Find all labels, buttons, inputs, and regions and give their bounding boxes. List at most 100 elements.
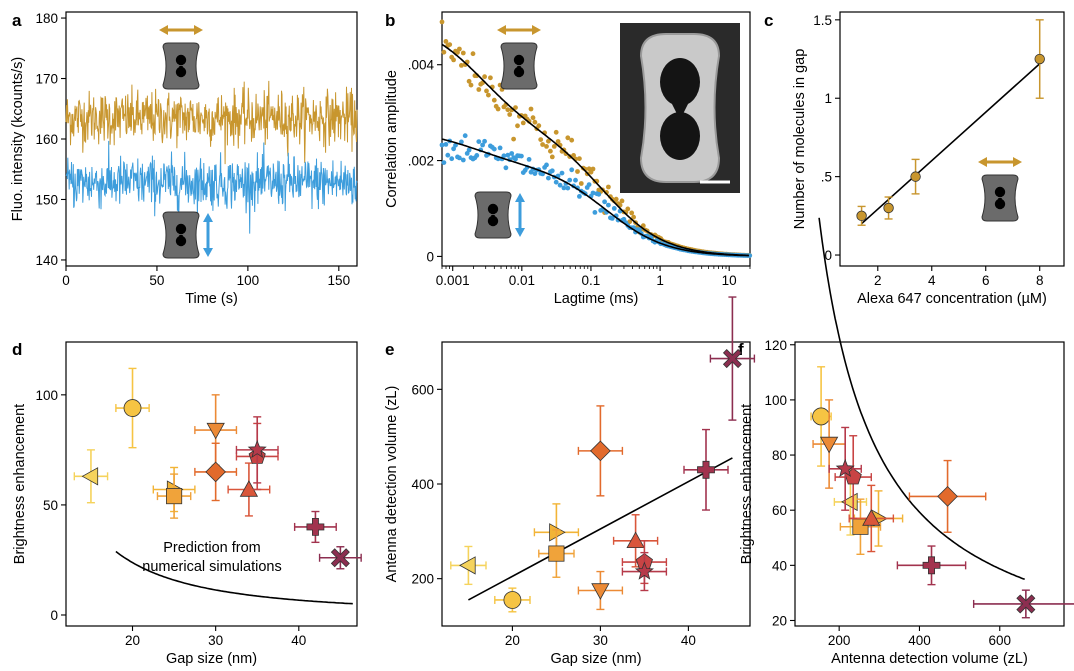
y-tick-label: .5 <box>821 170 832 185</box>
x-tick-label: 4 <box>928 273 936 288</box>
correlation-point <box>445 152 451 158</box>
correlation-point <box>627 219 633 225</box>
data-point <box>883 196 894 220</box>
aperture-gap <box>998 198 1002 200</box>
correlation-point <box>486 92 491 98</box>
correlation-point <box>590 190 596 196</box>
panel-b-axes: 0.001 0.01 0.1 1 10 0 .002 .004 Lagtime (ms) Corr… <box>384 11 751 307</box>
correlation-point <box>567 177 573 183</box>
x-tick-label: 6 <box>982 273 990 288</box>
y-axis-label: Brightness enhancement <box>739 404 755 564</box>
data-marker <box>697 460 715 479</box>
y-tick-label: 20 <box>772 613 787 628</box>
data-marker <box>835 458 855 478</box>
x-tick-label: 150 <box>328 273 351 288</box>
data-marker <box>910 171 921 182</box>
correlation-point <box>443 39 449 44</box>
correlation-point <box>507 112 513 117</box>
correlation-fit-line <box>441 43 749 257</box>
x-tick-label: 10 <box>722 273 737 288</box>
data-point <box>115 367 150 449</box>
aperture-bottom <box>994 198 1006 210</box>
correlation-point <box>577 156 582 162</box>
data-marker <box>247 439 267 459</box>
x-tick-label: 40 <box>291 633 306 648</box>
x-tick-label: 0.001 <box>436 273 470 288</box>
intensity-trace <box>65 80 358 165</box>
data-point <box>293 510 337 544</box>
aperture-bottom <box>513 66 525 78</box>
data-point <box>834 435 872 520</box>
panel-c-axes: 2 4 6 8 0 .5 1 1.5 Alexa 647 concentration (µM) N… <box>792 11 1065 307</box>
x-tick-label: 600 <box>988 633 1011 648</box>
correlation-point <box>449 156 455 162</box>
polarization-arrow-head <box>1013 157 1022 167</box>
x-tick-label: 400 <box>908 633 931 648</box>
correlation-point <box>606 184 611 190</box>
correlation-point <box>629 210 635 216</box>
y-tick-label: 120 <box>764 338 787 353</box>
data-point <box>812 399 846 489</box>
antenna-icon-b-top <box>497 25 541 90</box>
correlation-point <box>476 87 482 92</box>
sem-inset-image <box>620 23 740 193</box>
correlation-point <box>602 199 607 205</box>
x-tick-label: 50 <box>149 273 164 288</box>
correlation-point <box>575 169 580 174</box>
correlation-point <box>519 153 524 159</box>
data-point <box>856 205 867 226</box>
panel-f-frame <box>794 341 1065 627</box>
correlation-point <box>451 57 456 63</box>
data-marker <box>166 488 183 505</box>
correlation-point <box>480 142 485 148</box>
x-axis-label: Antenna detection volume (zL) <box>831 651 1028 667</box>
correlation-point <box>509 151 515 156</box>
x-tick-label: 0.1 <box>582 273 601 288</box>
correlation-point <box>460 157 466 163</box>
data-point <box>621 551 668 592</box>
data-point <box>194 394 238 466</box>
correlation-point <box>613 196 619 202</box>
panel-b-frame <box>441 11 751 267</box>
correlation-point <box>532 119 538 125</box>
panel-d-points <box>73 367 362 570</box>
panel-c-data <box>856 19 1045 226</box>
correlation-point <box>468 82 474 88</box>
correlation-point <box>439 142 445 148</box>
panel-d-model <box>115 550 353 605</box>
panel-label-f: f <box>738 340 744 359</box>
panel-f-points <box>810 366 1074 619</box>
data-marker <box>634 561 654 580</box>
correlation-point <box>447 42 453 47</box>
correlation-point <box>540 142 545 147</box>
panel-b-curves <box>439 19 753 258</box>
data-marker <box>503 591 522 609</box>
y-tick-label: 80 <box>772 448 787 463</box>
panel-f-model <box>818 217 1025 581</box>
correlation-point <box>453 142 458 148</box>
panel-e-fit <box>468 457 733 601</box>
data-marker <box>239 480 259 497</box>
data-marker <box>841 492 858 512</box>
data-marker <box>819 436 839 454</box>
data-marker <box>626 531 645 548</box>
panel-c-frame <box>839 11 1065 267</box>
data-marker <box>590 440 611 462</box>
correlation-point <box>515 123 520 129</box>
correlation-point <box>460 50 466 56</box>
x-axis-label: Gap size (nm) <box>550 651 641 667</box>
panel-label-e: e <box>385 340 394 359</box>
correlation-point <box>474 153 480 158</box>
correlation-point <box>569 137 575 143</box>
correlation-point <box>459 139 464 145</box>
y-tick-label: .002 <box>408 154 434 169</box>
data-point <box>612 514 659 568</box>
correlation-point <box>505 107 511 113</box>
y-axis-label: Brightness enhancement <box>12 404 28 564</box>
polarization-arrow-head <box>515 228 525 237</box>
polarization-arrow-head <box>203 248 213 257</box>
sem-aperture-bottom <box>660 112 700 160</box>
aperture-bottom <box>175 235 187 247</box>
panel-label-d: d <box>12 340 22 359</box>
